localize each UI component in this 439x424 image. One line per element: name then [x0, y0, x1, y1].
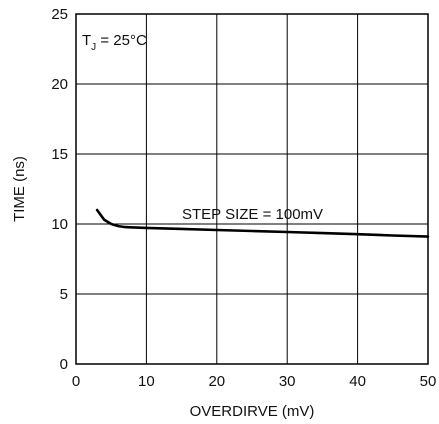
plot-frame	[75, 13, 429, 365]
x-axis-ticks: 0 10 20 30 40 50	[72, 373, 437, 390]
series-group	[95, 208, 430, 238]
step-size-annotation: STEP SIZE = 100mV	[182, 206, 323, 223]
x-tick-label: 50	[420, 373, 437, 390]
grid	[75, 13, 429, 365]
y-tick-label: 10	[51, 216, 68, 233]
x-axis-label: OVERDIRVE (mV)	[190, 403, 315, 420]
y-tick-label: 25	[51, 6, 68, 23]
y-tick-label: 0	[60, 356, 68, 373]
y-tick-label: 20	[51, 76, 68, 93]
y-tick-label: 15	[51, 146, 68, 163]
x-tick-label: 0	[72, 373, 80, 390]
y-axis-ticks: 0 5 10 15 20 25	[51, 6, 68, 373]
temperature-value: = 25°C	[96, 32, 147, 49]
series-line	[95, 208, 430, 238]
y-tick-label: 5	[60, 286, 68, 303]
y-axis-label: TIME (ns)	[11, 156, 28, 222]
x-tick-label: 30	[279, 373, 296, 390]
x-tick-label: 20	[208, 373, 225, 390]
temperature-subscript: J	[91, 42, 96, 53]
x-tick-label: 10	[138, 373, 155, 390]
x-tick-label: 40	[349, 373, 366, 390]
temperature-main: T	[82, 32, 91, 49]
temperature-annotation: TJ = 25°C	[82, 32, 147, 53]
